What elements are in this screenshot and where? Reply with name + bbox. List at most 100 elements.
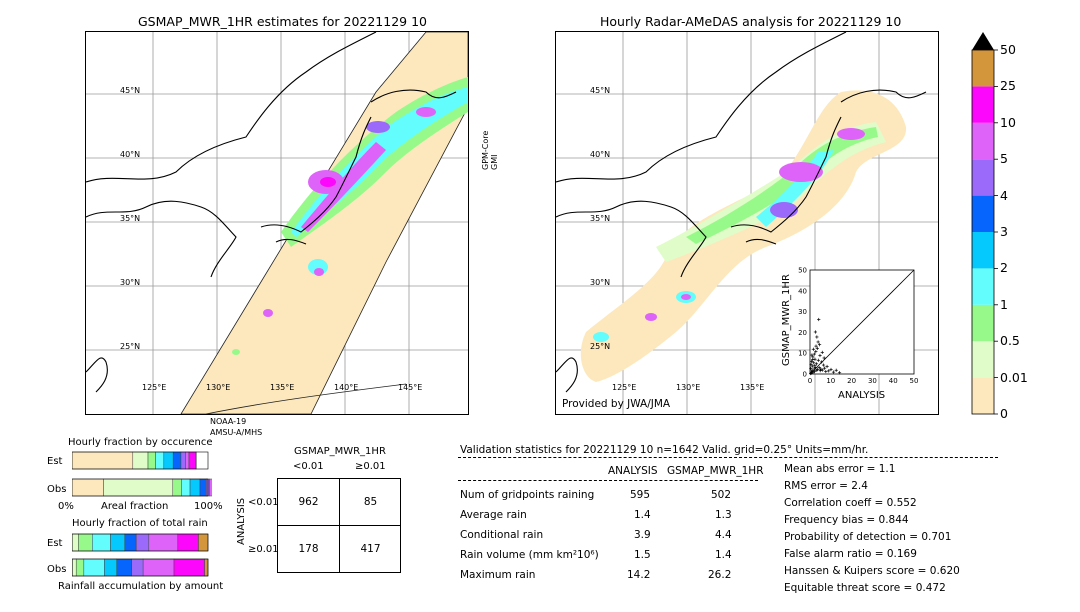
validation-col-analysis: ANALYSIS bbox=[608, 465, 658, 477]
contingency-row-axis: ANALYSIS bbox=[236, 497, 247, 545]
frac-rain-est-frame bbox=[72, 533, 209, 552]
frac-occ-x0: 0% bbox=[58, 501, 74, 512]
frac-occ-est-seg-5 bbox=[172, 451, 182, 470]
frac-rain-est-seg-7 bbox=[135, 533, 150, 552]
colorbar-swatch-0 bbox=[972, 377, 994, 414]
scatter-point-13 bbox=[812, 361, 816, 365]
scatter-point-22 bbox=[819, 367, 823, 371]
val-row-label-2: Conditional rain bbox=[460, 529, 544, 541]
scatter-diagonal bbox=[809, 269, 915, 375]
scatter-inset: 0 0 10 10 20 20 30 30 40 40 50 50 bbox=[780, 262, 920, 402]
val-row-g-0: 502 bbox=[711, 489, 732, 501]
scatter-point-14 bbox=[812, 352, 816, 356]
right-coastlines bbox=[556, 32, 927, 393]
frac-occ-obs-seg-5 bbox=[199, 478, 207, 497]
colorbar-swatch-1 bbox=[972, 341, 994, 378]
contingency-cell-11: 962 bbox=[298, 496, 319, 508]
frac-rain-obs-seg-4 bbox=[83, 558, 105, 577]
val-row-label-4: Maximum rain bbox=[460, 569, 536, 581]
scatter-point-36 bbox=[817, 343, 822, 347]
scatter-point-45 bbox=[815, 368, 820, 372]
scatter-point-6 bbox=[812, 370, 817, 374]
scatter-point-24 bbox=[820, 368, 825, 372]
scatter-plot: 00 10 10 20 20 30 30 40 40 50 50 bbox=[798, 267, 919, 386]
frac-occ-est-seg-2 bbox=[147, 451, 156, 470]
left-lat-45: 45°N bbox=[120, 86, 141, 95]
frac-rain-obs-seg-9 bbox=[173, 558, 205, 577]
right-lon-125: 125°E bbox=[612, 383, 637, 392]
score-1: RMS error = 2.4 bbox=[784, 480, 868, 492]
val-row-a-0: 595 bbox=[630, 489, 651, 501]
scatter-point-46 bbox=[813, 364, 817, 368]
left-sat-label-bottom-1: NOAA-19 bbox=[210, 417, 247, 426]
right-lon-130: 130°E bbox=[676, 383, 701, 392]
colorbar-label-6: 4 bbox=[1000, 187, 1008, 203]
frac-rain-est-seg-2 bbox=[72, 533, 79, 552]
score-4: Probability of detection = 0.701 bbox=[784, 531, 952, 543]
frac-occ-obs-seg-1 bbox=[103, 478, 174, 497]
scatter-point-30 bbox=[829, 367, 833, 372]
left-lon-145: 145°E bbox=[398, 383, 423, 392]
left-lon-140: 140°E bbox=[334, 383, 359, 392]
frac-rain-est-seg-6 bbox=[124, 533, 137, 552]
colorbar-swatch-5 bbox=[972, 195, 994, 232]
val-row-g-1: 1.3 bbox=[715, 509, 732, 521]
scatter-point-39 bbox=[814, 344, 818, 348]
colorbar-swatch-7 bbox=[972, 122, 994, 160]
frac-rain-est-seg-4 bbox=[92, 533, 111, 552]
scatter-point-15 bbox=[813, 357, 817, 361]
val-row-a-3: 1.5 bbox=[634, 549, 651, 561]
scatter-point-35 bbox=[816, 340, 820, 344]
frac-occ-est-seg-3 bbox=[155, 451, 165, 470]
contingency-cell-12: 85 bbox=[363, 496, 378, 508]
colorbar-label-2: 0.5 bbox=[1000, 333, 1020, 349]
contingency-grid: 962 85 178 417 bbox=[277, 478, 401, 573]
contingency-row-lt: <0.01 bbox=[248, 497, 279, 508]
contingency-col-lt: <0.01 bbox=[293, 461, 324, 472]
colorbar-swatch-2 bbox=[972, 304, 994, 342]
right-map-credit: Provided by JWA/JMA bbox=[562, 398, 671, 410]
val-row-g-4: 26.2 bbox=[708, 569, 732, 581]
frac-rain-est-seg-5 bbox=[110, 533, 126, 552]
colorbar-swatch-4 bbox=[972, 232, 994, 269]
scatter-xtick-5: 50 bbox=[910, 377, 919, 385]
left-lon-130: 130°E bbox=[206, 383, 231, 392]
frac-rain-obs-seg-2 bbox=[72, 558, 77, 577]
contingency-cell-21: 178 bbox=[298, 543, 319, 555]
colorbar-label-5: 3 bbox=[1000, 224, 1008, 239]
scatter-point-28 bbox=[825, 364, 829, 369]
scatter-point-12 bbox=[811, 355, 815, 359]
frac-occ-obs-seg-0 bbox=[72, 478, 104, 497]
frac-occ-obs-label: Obs bbox=[47, 484, 67, 495]
scatter-point-25 bbox=[821, 363, 826, 367]
scatter-point-5 bbox=[812, 367, 816, 371]
contingency-row-ge: ≥0.01 bbox=[248, 544, 279, 555]
right-lat-30: 30°N bbox=[590, 278, 611, 287]
colorbar-swatch-9 bbox=[972, 50, 994, 87]
validation-col-gsmap: GSMAP_MWR_1HR bbox=[667, 465, 764, 477]
left-lon-125: 125°E bbox=[142, 383, 167, 392]
scatter-point-44 bbox=[822, 356, 826, 360]
contingency-hline bbox=[278, 525, 400, 526]
frac-rain-obs-seg-7 bbox=[131, 558, 144, 577]
colorbar-label-0: 0 bbox=[1000, 406, 1008, 421]
contingency-cell-22: 417 bbox=[360, 543, 381, 555]
frac-occ-est-frame bbox=[72, 451, 209, 470]
frac-rain-obs-seg-8 bbox=[142, 558, 175, 577]
scatter-point-11 bbox=[810, 364, 814, 368]
frac-occ-x1: 100% bbox=[194, 501, 223, 512]
colorbar-swatch-3 bbox=[972, 268, 994, 305]
scatter-point-31 bbox=[831, 370, 836, 374]
frac-occ-est-seg-8 bbox=[188, 451, 197, 470]
scatter-point-47 bbox=[811, 358, 815, 362]
left-rain-band bbox=[232, 77, 468, 355]
scatter-point-34 bbox=[815, 335, 819, 339]
frac-occ-obs-seg-7 bbox=[209, 478, 212, 497]
val-row-label-0: Num of gridpoints raining bbox=[460, 489, 595, 501]
frac-occ-obs-frame bbox=[72, 478, 209, 497]
scatter-xtick-1: 10 bbox=[826, 377, 835, 385]
score-0: Mean abs error = 1.1 bbox=[784, 463, 896, 475]
validation-table-divider bbox=[458, 480, 758, 481]
left-coastlines bbox=[86, 32, 457, 393]
left-lat-35: 35°N bbox=[120, 214, 141, 223]
